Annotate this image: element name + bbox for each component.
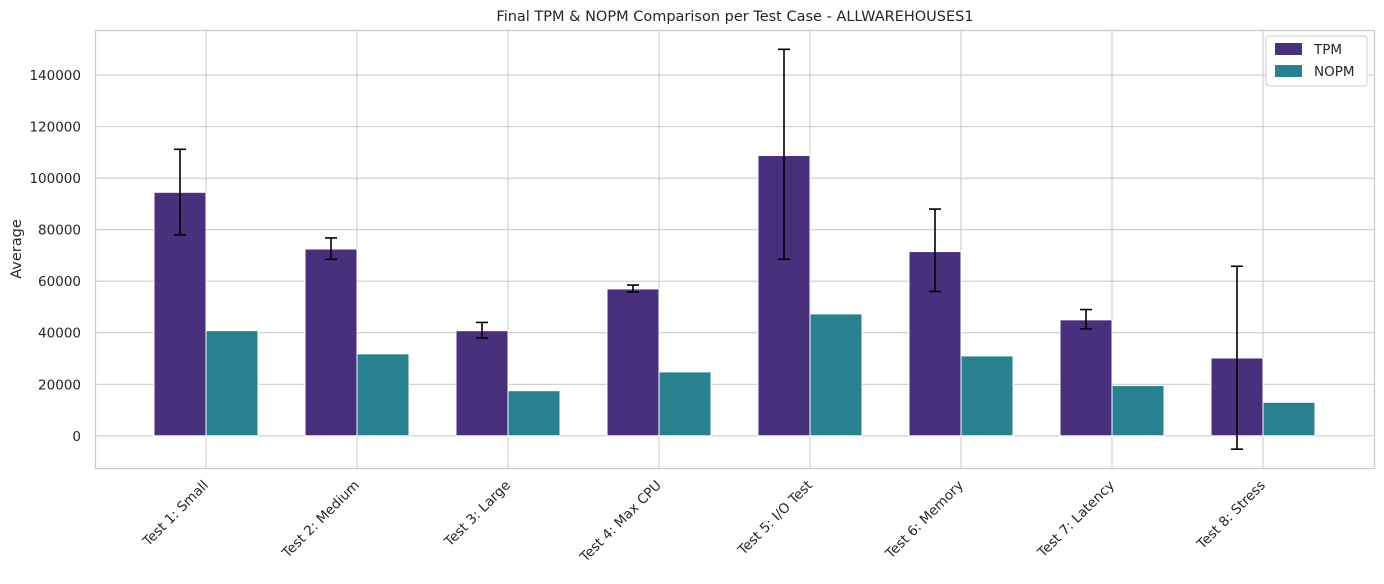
legend-swatch-tpm xyxy=(1275,43,1302,55)
plot-frame xyxy=(94,29,1376,470)
x-tick-label: Test 6: Memory xyxy=(882,478,967,563)
y-axis-label: Average xyxy=(9,219,25,279)
bars xyxy=(153,154,1316,437)
bar-nopm xyxy=(809,313,863,437)
bar-nopm xyxy=(205,330,259,437)
x-tick-label: Test 5: I/O Test xyxy=(734,478,816,560)
y-tick-label: 80000 xyxy=(38,223,81,239)
bar-nopm xyxy=(1111,385,1165,437)
y-tick-label: 100000 xyxy=(29,171,81,187)
chart-title: Final TPM & NOPM Comparison per Test Cas… xyxy=(496,9,973,25)
y-tick-label: 120000 xyxy=(29,120,81,136)
bar-nopm xyxy=(356,353,410,437)
bar-tpm xyxy=(304,248,358,437)
legend-label-nopm: NOPM xyxy=(1314,64,1355,80)
x-ticks: Test 1: Small Test 2: Medium Test 3: Large… xyxy=(139,478,1269,566)
x-tick-label: Test 4: Max CPU xyxy=(576,478,664,566)
bar-nopm xyxy=(960,355,1014,437)
legend-swatch-nopm xyxy=(1275,65,1302,77)
bar-tpm xyxy=(455,330,509,437)
bar-nopm xyxy=(658,371,712,437)
y-tick-label: 20000 xyxy=(38,377,81,393)
bar-nopm xyxy=(1262,401,1316,437)
grid xyxy=(95,30,1374,468)
y-tick-label: 0 xyxy=(72,429,81,445)
y-tick-label: 140000 xyxy=(29,68,81,84)
x-tick-label: Test 1: Small xyxy=(139,478,212,551)
legend-label-tpm: TPM xyxy=(1313,42,1342,58)
x-tick-label: Test 7: Latency xyxy=(1034,478,1118,562)
x-tick-label: Test 2: Medium xyxy=(278,478,362,562)
bar-tpm xyxy=(606,288,660,437)
bar-tpm xyxy=(1059,319,1113,437)
x-tick-label: Test 3: Large xyxy=(441,478,514,551)
y-tick-label: 40000 xyxy=(38,326,81,342)
y-ticks: 0 20000 40000 60000 80000 100000 120000 140000 xyxy=(29,68,81,445)
y-tick-label: 60000 xyxy=(38,274,81,290)
bar-tpm xyxy=(908,251,962,437)
legend: TPM NOPM xyxy=(1265,35,1368,87)
bar-nopm xyxy=(507,390,561,437)
x-tick-label: Test 8: Stress xyxy=(1193,478,1269,554)
error-bars xyxy=(174,48,1243,450)
